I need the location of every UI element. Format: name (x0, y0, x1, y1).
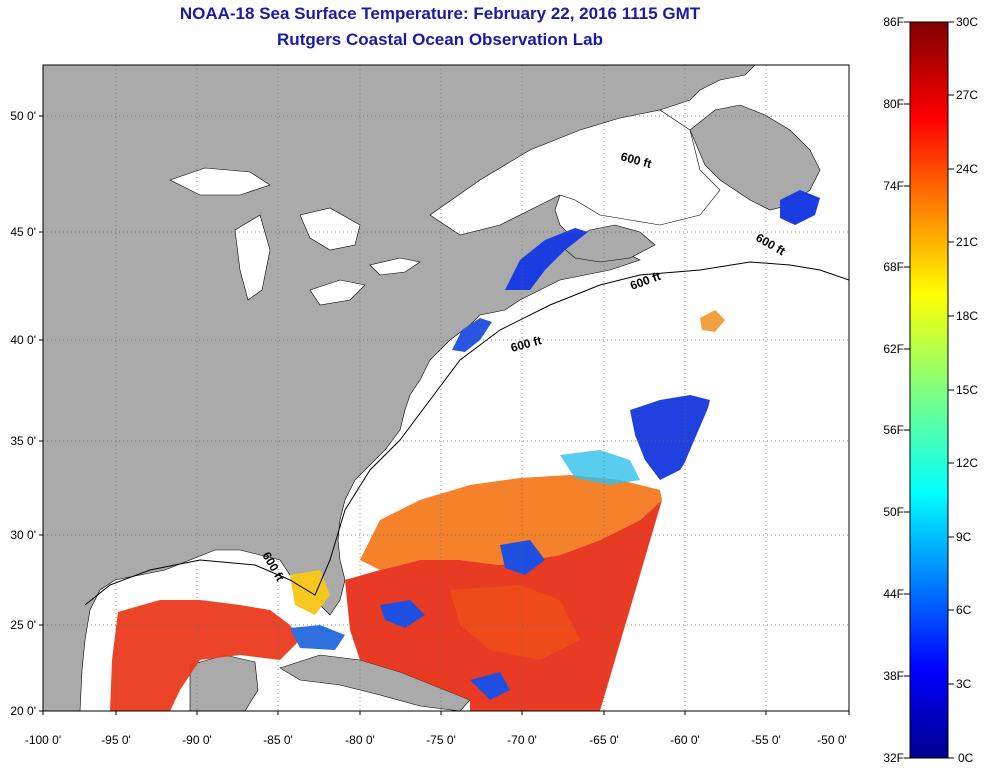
swath-no-data (600, 380, 849, 711)
lon-tick-label: -90 0' (182, 733, 212, 747)
map-border (42, 64, 850, 712)
lat-tick-label: 30 0' (10, 528, 36, 542)
colorbar-f-label: 74F (883, 179, 904, 193)
colorbar-c-label: 18C (956, 309, 978, 323)
colorbar-f-label: 86F (883, 15, 904, 29)
lon-tick-label: -70 0' (507, 733, 537, 747)
sst-blue-offshore (630, 395, 710, 480)
colorbar-f-label: 44F (883, 587, 904, 601)
sst-cyan-offshore (560, 450, 640, 485)
colorbar-c-label: 9C (956, 530, 972, 544)
colorbar-c-label: 30C (956, 15, 978, 29)
colorbar-f-label: 32F (883, 751, 904, 765)
colorbar-c-label: 27C (956, 88, 978, 102)
sst-cold-patch-atlantic (380, 540, 545, 700)
colorbar-c-label: 3C (956, 677, 972, 691)
sst-orange-atlantic (360, 475, 662, 570)
lat-tick-label: 40 0' (10, 333, 36, 347)
colorbar-c-label: 0C (958, 751, 974, 765)
lat-tick-label: 35 0' (10, 434, 36, 448)
gulf-of-st-lawrence (429, 109, 721, 236)
map-subtitle: Rutgers Coastal Ocean Observation Lab (277, 30, 603, 49)
lat-tick-label: 20 0' (10, 704, 36, 718)
map-title: NOAA-18 Sea Surface Temperature: Februar… (179, 4, 701, 23)
sst-mixed-patch (700, 310, 725, 332)
isobath-600ft (84, 261, 849, 606)
colorbar-c-label: 12C (956, 456, 978, 470)
sst-warm-gulf (110, 600, 300, 711)
colorbar-f-label: 62F (883, 342, 904, 356)
colorbar-c-label: 21C (956, 235, 978, 249)
colorbar-f-label: 68F (883, 260, 904, 274)
sst-cold-patch-gulf (290, 625, 345, 650)
sst-cold-gulf-of-maine (505, 228, 588, 290)
axis-ticks (39, 115, 850, 715)
colorbar (909, 21, 949, 759)
lat-tick-label: 45 0' (10, 225, 36, 239)
colorbar-f-label: 80F (883, 97, 904, 111)
colorbar-c-label: 15C (956, 383, 978, 397)
lon-tick-label: -50 0' (817, 733, 847, 747)
colorbar-f-label: 56F (883, 423, 904, 437)
lon-tick-label: -60 0' (670, 733, 700, 747)
sst-warm-patch (450, 585, 580, 660)
newfoundland-land (689, 104, 821, 211)
colorbar-f-label: 50F (883, 505, 904, 519)
colorbar-c-label: 6C (956, 603, 972, 617)
great-lakes (169, 167, 421, 306)
lon-tick-label: -65 0' (589, 733, 619, 747)
lon-tick-label: -75 0' (426, 733, 456, 747)
sst-cold-nantucket (452, 318, 492, 352)
lon-tick-label: -80 0' (345, 733, 375, 747)
cuba-land (279, 654, 471, 711)
lon-tick-label: -85 0' (263, 733, 293, 747)
colorbar-c-label: 24C (956, 162, 978, 176)
lon-tick-label: -100 0' (25, 733, 61, 747)
colorbar-f-label: 38F (883, 669, 904, 683)
sst-cold-newfoundland (780, 190, 820, 225)
lat-tick-label: 25 0' (10, 618, 36, 632)
yucatan-land (189, 654, 259, 711)
lat-tick-label: 50 0' (10, 109, 36, 123)
lon-tick-label: -55 0' (751, 733, 781, 747)
colorbar-ticks (904, 21, 954, 759)
lon-tick-label: -95 0' (101, 733, 131, 747)
